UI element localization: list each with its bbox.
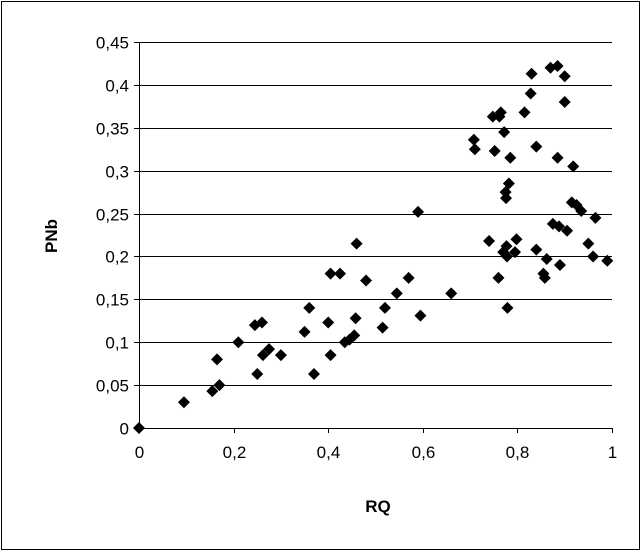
data-point (502, 177, 515, 190)
x-tick-label: 1 (608, 443, 617, 462)
y-tick-label: 0,05 (96, 377, 129, 396)
data-point (133, 422, 145, 434)
data-point (376, 321, 389, 334)
y-axis-title: PNb (42, 219, 61, 253)
y-tick-label: 0,45 (96, 34, 129, 53)
y-tick-label: 0,1 (105, 334, 129, 353)
data-point (334, 267, 347, 280)
x-tick-labels: 0 0,2 0,4 0,6 0,8 1 (135, 443, 617, 462)
data-point (601, 254, 614, 267)
data-point (303, 301, 316, 314)
data-point (525, 67, 538, 80)
data-point (538, 271, 551, 284)
data-point (274, 349, 287, 362)
data-point (494, 106, 507, 119)
data-point (582, 237, 595, 250)
data-point (263, 343, 276, 356)
data-point (324, 267, 337, 280)
data-point (412, 205, 425, 218)
data-point (248, 319, 261, 332)
data-point (544, 61, 557, 74)
data-point (348, 329, 361, 342)
data-point (349, 312, 362, 325)
data-point (500, 250, 513, 263)
data-point (360, 274, 373, 287)
y-tick-label: 0,25 (96, 206, 129, 225)
data-point (324, 349, 337, 362)
data-point (467, 133, 480, 146)
data-point (213, 379, 226, 392)
data-point (298, 325, 311, 338)
data-point (501, 301, 514, 314)
data-point (378, 301, 391, 314)
x-tick-label: 0,2 (223, 443, 247, 462)
y-tick-label: 0 (120, 420, 129, 439)
y-tick-label: 0,15 (96, 291, 129, 310)
data-point (483, 235, 496, 248)
x-tick-label: 0,4 (317, 443, 341, 462)
data-point (488, 144, 501, 157)
data-point (390, 287, 403, 300)
data-point (558, 70, 571, 83)
data-point (498, 126, 511, 139)
data-point (255, 316, 268, 329)
axes (134, 42, 613, 433)
data-point (540, 253, 553, 266)
y-tick-label: 0,2 (105, 248, 129, 267)
data-point (308, 367, 321, 380)
data-point (553, 220, 566, 233)
data-point (350, 237, 363, 250)
y-tick-label: 0,3 (105, 163, 129, 182)
data-point (553, 259, 566, 272)
data-point (486, 110, 499, 123)
x-tick-label: 0 (135, 443, 144, 462)
data-point (530, 243, 543, 256)
data-point (206, 385, 219, 398)
data-point (524, 87, 537, 100)
y-tick-labels: 0 0,05 0,1 0,15 0,2 0,25 0,3 0,35 0,4 0,45 (96, 34, 129, 439)
x-tick-label: 0,8 (506, 443, 530, 462)
x-axis-title: RQ (365, 497, 391, 516)
data-point (322, 316, 335, 329)
data-point (211, 353, 224, 366)
data-point (500, 192, 513, 205)
data-point (575, 204, 588, 217)
data-point (492, 271, 505, 284)
data-point (518, 106, 531, 119)
data-point (251, 367, 264, 380)
data-point (468, 143, 481, 156)
data-point (551, 60, 564, 73)
data-point (587, 250, 600, 263)
x-tick-label: 0,6 (412, 443, 436, 462)
y-tick-label: 0,4 (105, 77, 129, 96)
data-point (402, 271, 415, 284)
data-point (232, 336, 245, 349)
data-point (510, 233, 523, 246)
data-point (500, 240, 513, 253)
data-point (177, 396, 190, 409)
data-point (561, 224, 574, 237)
data-point (509, 246, 522, 259)
data-point (256, 349, 269, 362)
data-point (530, 140, 543, 153)
data-point (589, 211, 602, 224)
data-point (445, 287, 458, 300)
gridlines (139, 42, 612, 386)
data-point (504, 151, 517, 164)
data-point (558, 96, 571, 109)
data-point (414, 309, 427, 322)
y-tick-label: 0,35 (96, 120, 129, 139)
data-points (133, 60, 614, 434)
data-point (567, 160, 580, 173)
data-point (551, 151, 564, 164)
